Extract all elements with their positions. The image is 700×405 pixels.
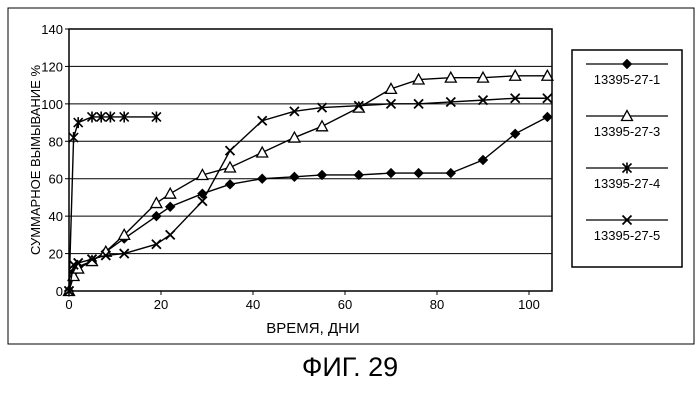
figure-caption: ФИГ. 29 bbox=[0, 352, 700, 383]
y-tick-label: 60 bbox=[49, 172, 63, 187]
x-tick-label: 20 bbox=[154, 297, 168, 312]
x-axis-label: ВРЕМЯ, ДНИ bbox=[266, 320, 359, 337]
x-tick-label: 0 bbox=[65, 297, 72, 312]
x-tick-label: 100 bbox=[518, 297, 540, 312]
y-tick-label: 80 bbox=[49, 134, 63, 149]
x-tick-label: 40 bbox=[246, 297, 260, 312]
y-tick-label: 40 bbox=[49, 209, 63, 224]
x-tick-label: 80 bbox=[430, 297, 444, 312]
legend-label: 13395-27-3 bbox=[594, 124, 661, 139]
legend-item: 13395-27-5 bbox=[586, 216, 668, 244]
y-tick-label: 100 bbox=[41, 97, 63, 112]
legend-label: 13395-27-5 bbox=[594, 228, 661, 243]
y-tick-label: 20 bbox=[49, 247, 63, 262]
legend-label: 13395-27-1 bbox=[594, 72, 661, 87]
legend: 13395-27-1 13395-27-3 13395-27-4 13395-27-5 bbox=[572, 50, 682, 267]
y-axis-label: СУММАРНОЕ ВЫМЫВАНИЕ % bbox=[28, 65, 43, 255]
y-tick-label: 120 bbox=[41, 59, 63, 74]
y-tick-label: 0 bbox=[56, 284, 63, 299]
legend-item: 13395-27-1 bbox=[586, 60, 668, 88]
legend-label: 13395-27-4 bbox=[594, 176, 661, 191]
y-tick-label: 140 bbox=[41, 22, 63, 37]
x-tick-label: 60 bbox=[338, 297, 352, 312]
